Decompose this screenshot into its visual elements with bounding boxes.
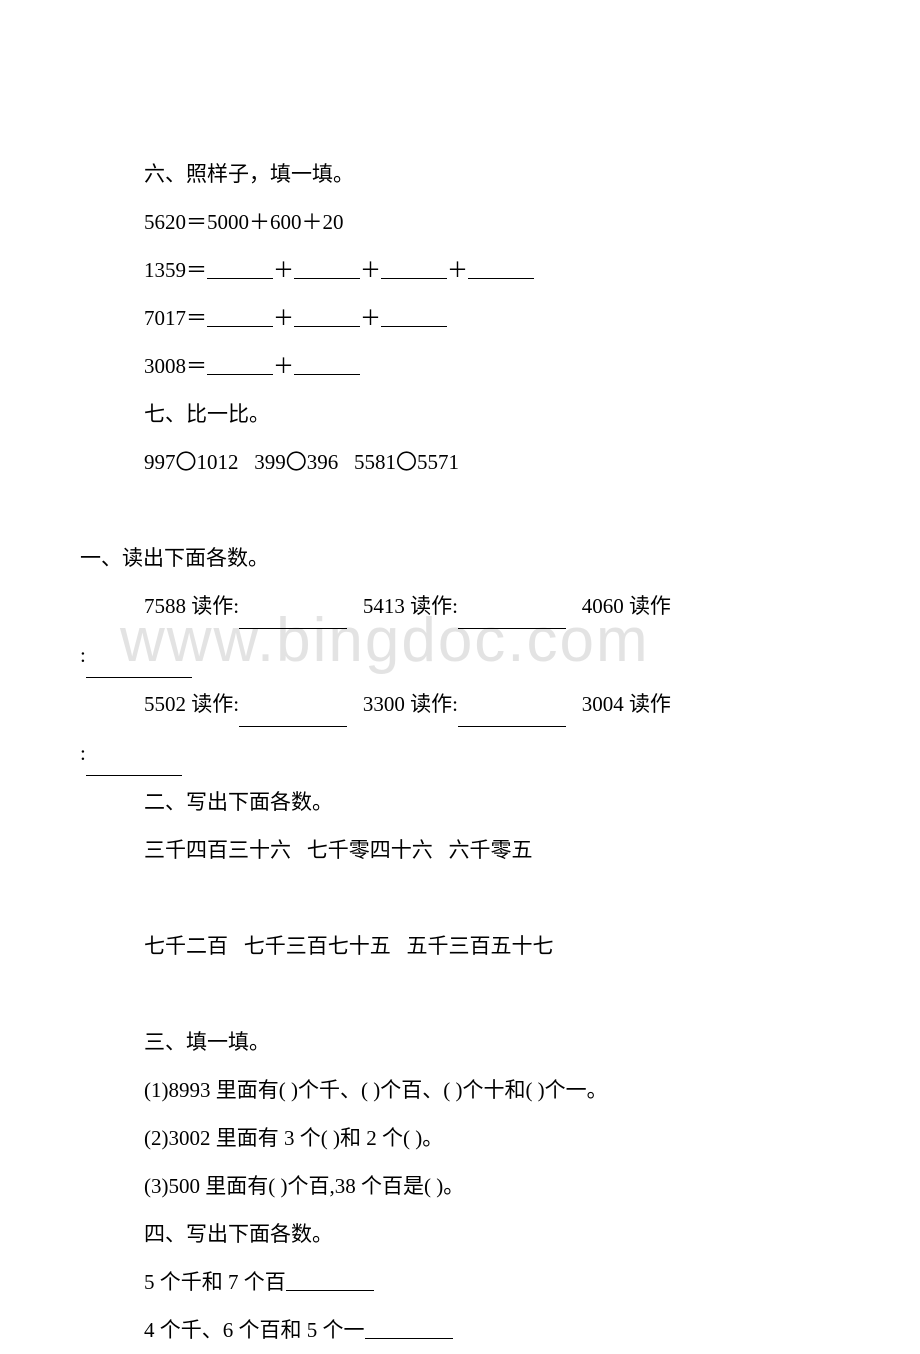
blank-line <box>144 874 840 922</box>
section6-item-3: 3008＝＋ <box>144 342 840 390</box>
section4-item-1: 5 个千和 7 个百 <box>144 1258 840 1306</box>
section6-item-2: 7017＝＋＋ <box>144 294 840 342</box>
section3-title: 三、填一填。 <box>144 1018 840 1066</box>
section6-example: 5620＝5000＋600＋20 <box>144 198 840 246</box>
section6-title: 六、照样子，填一填。 <box>144 150 840 198</box>
section4-title: 四、写出下面各数。 <box>144 1210 840 1258</box>
blank-line <box>144 970 840 1018</box>
section4-item-2: 4 个千、6 个百和 5 个一 <box>144 1306 840 1354</box>
section7-content: 997〇1012 399〇396 5581〇5571 <box>144 438 840 486</box>
section6-item-1: 1359＝＋＋＋ <box>144 246 840 294</box>
section3-item-2: (2)3002 里面有 3 个( )和 2 个( )。 <box>144 1114 840 1162</box>
document-content: 六、照样子，填一填。 5620＝5000＋600＋20 1359＝＋＋＋ 701… <box>0 150 920 1354</box>
section2-title: 二、写出下面各数。 <box>144 778 840 826</box>
section2-line2: 七千二百 七千三百七十五 五千三百五十七 <box>144 922 840 970</box>
section7-title: 七、比一比。 <box>144 390 840 438</box>
section1-title: 一、读出下面各数。 <box>80 534 840 582</box>
section1-row1: 7588 读作: 5413 读作: 4060 读作 <box>144 582 840 631</box>
section1-row1-colon: : <box>80 631 840 680</box>
section1-row2: 5502 读作: 3300 读作: 3004 读作 <box>144 680 840 729</box>
section3-item-3: (3)500 里面有( )个百,38 个百是( )。 <box>144 1162 840 1210</box>
section1-row2-colon: : <box>80 729 840 778</box>
section2-line1: 三千四百三十六 七千零四十六 六千零五 <box>144 826 840 874</box>
section3-item-1: (1)8993 里面有( )个千、( )个百、( )个十和( )个一。 <box>144 1066 840 1114</box>
